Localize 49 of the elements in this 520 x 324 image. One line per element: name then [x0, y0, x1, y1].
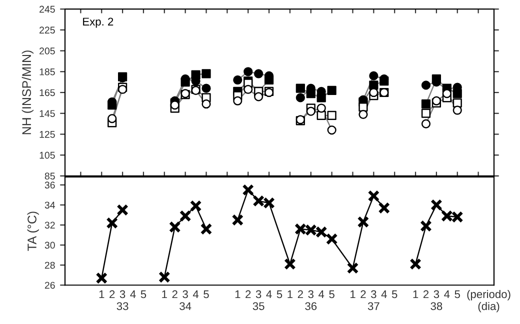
x-tick-label: 2 — [360, 290, 366, 298]
y-tick-label: 225 — [40, 26, 55, 34]
y-tick-label: 165 — [40, 89, 55, 96]
y-tick-label: 85 — [44, 172, 55, 180]
x-tick-label: 2 — [298, 290, 303, 298]
x-tick-label: 5 — [276, 290, 282, 298]
y-tick-label: 185 — [40, 68, 55, 76]
x-tick-label: 3 33 — [116, 290, 128, 310]
x-tick-label: 1 — [235, 290, 240, 298]
x-tick-label: 4 — [444, 290, 450, 298]
y-tick-label: 205 — [40, 48, 55, 54]
y-tick-label: 32 — [44, 222, 55, 229]
x-tick-label: 5 — [392, 290, 398, 298]
x-tick-label: 2 — [110, 290, 115, 298]
x-tick-label: 1 — [350, 290, 356, 298]
x-tick-label: 4 — [318, 290, 324, 298]
x-tick-label: 5 — [140, 290, 146, 298]
x-tick-label: 1 — [288, 290, 293, 298]
x-tick-label: 5 — [204, 290, 209, 298]
x-tick-label: 2 — [423, 290, 429, 298]
x-tick-label: 1 — [99, 290, 104, 298]
x-tick-label: (periodo) (dia) — [467, 290, 510, 312]
y-axis-title: NH (INSP/MIN) — [22, 50, 34, 134]
x-tick-label: 3 36 — [305, 290, 317, 310]
y-tick-label: 105 — [40, 152, 55, 159]
y-tick-label: 34 — [44, 202, 55, 209]
x-tick-label: 3 35 — [252, 290, 264, 310]
y-tick-label: 245 — [40, 6, 55, 13]
x-tick-label: 5 — [454, 290, 460, 298]
y-tick-label: 125 — [40, 130, 55, 138]
x-tick-label: 4 — [130, 290, 136, 298]
x-tick-label: 1 — [413, 290, 418, 298]
y-tick-label: 145 — [40, 110, 55, 117]
x-tick-label: 4 — [381, 290, 387, 298]
x-tick-label: 3 38 — [430, 290, 442, 310]
x-tick-label: 5 — [329, 290, 334, 298]
x-tick-label: 3 34 — [180, 290, 192, 310]
x-tick-label: 2 — [246, 290, 251, 298]
x-tick-label: 2 — [172, 290, 178, 298]
x-tick-label: 1 — [162, 290, 167, 298]
y-tick-label: 28 — [44, 262, 55, 269]
y-tick-label: 26 — [44, 282, 55, 289]
annotation: Exp. 2 — [83, 18, 114, 28]
y-tick-label: 36 — [44, 182, 55, 189]
y-axis-title: TA (°C) — [27, 212, 39, 251]
x-tick-label: 4 — [266, 290, 272, 298]
x-tick-label: 4 — [192, 290, 199, 298]
y-tick-label: 30 — [44, 242, 55, 249]
x-tick-label: 3 37 — [368, 290, 380, 310]
